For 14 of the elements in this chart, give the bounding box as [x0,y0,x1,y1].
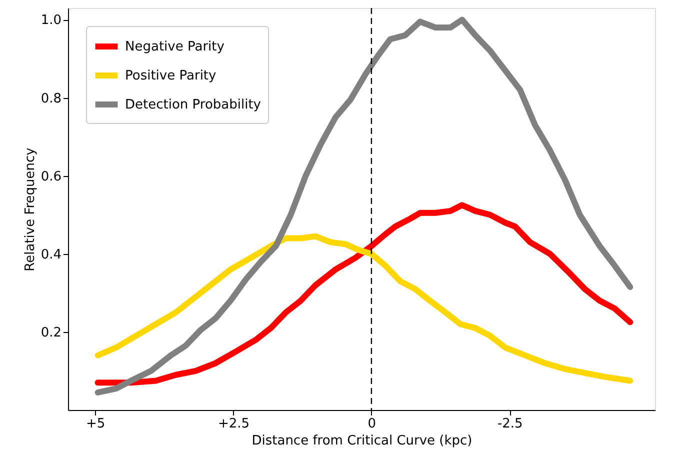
y-tick-label: 1.0 [40,13,62,28]
legend-label: Detection Probability [125,98,262,112]
y-tick-label: 0.2 [40,325,62,340]
x-tick-label: +5 [86,416,106,432]
y-tick-label: 0.6 [40,169,62,184]
x-axis-title: Distance from Critical Curve (kpc) [252,434,472,448]
y-axis-title: Relative Frequency [22,147,38,272]
y-tick-label: 0.4 [40,247,62,262]
legend-label: Negative Parity [125,40,225,54]
legend-label: Positive Parity [125,68,217,84]
y-tick-label: 0.8 [40,91,62,106]
x-tick-label: +2.5 [218,416,250,432]
x-tick-label: -2.5 [497,416,523,432]
x-tick-label: 0 [368,416,376,432]
